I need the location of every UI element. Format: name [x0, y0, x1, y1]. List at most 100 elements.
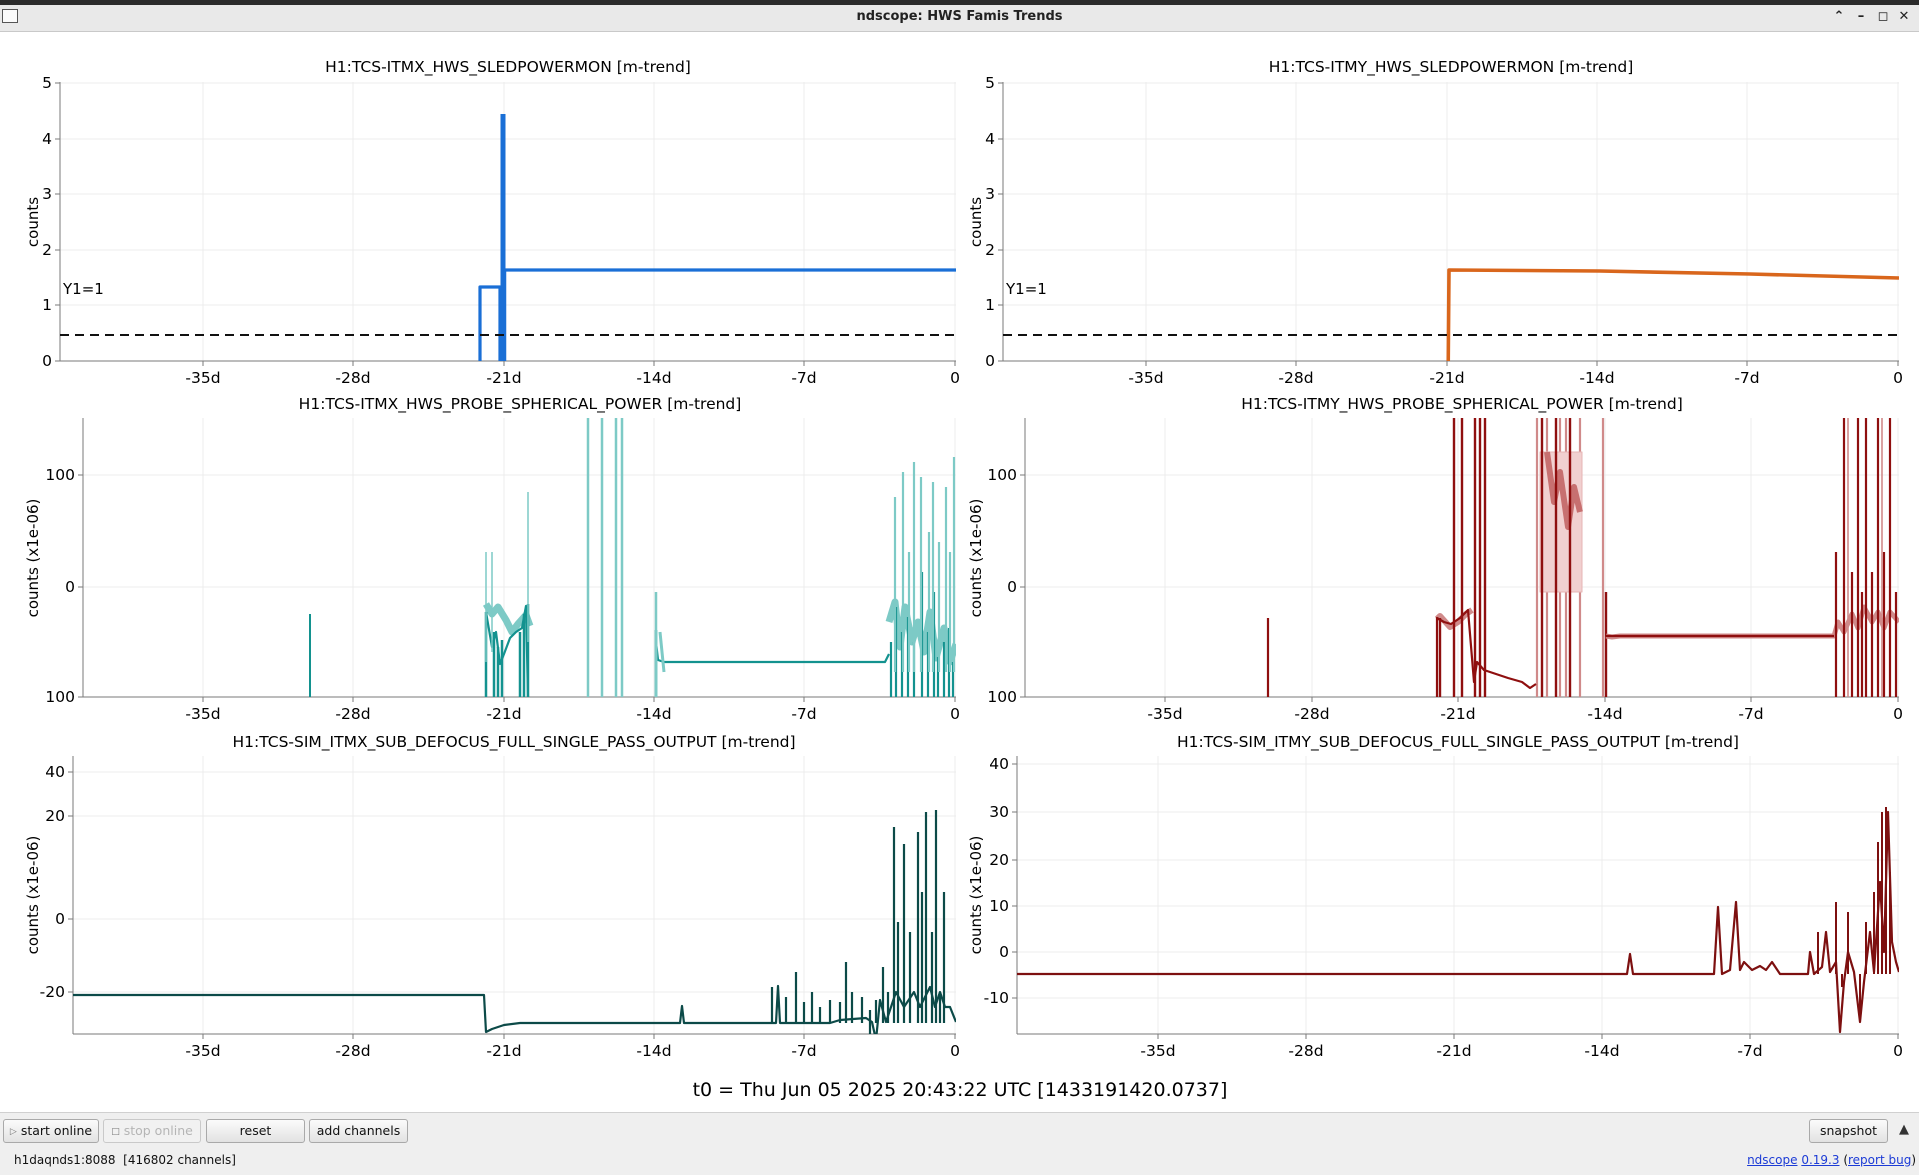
y-tick-label: 30 — [989, 803, 1009, 821]
trend-trace — [1847, 418, 1883, 697]
x-tick-label: -7d — [1737, 1042, 1762, 1060]
collapse-toolbar-icon[interactable]: ▲ — [1899, 1122, 1909, 1137]
trend-trace — [1605, 604, 1899, 640]
x-tick-label: -14d — [636, 369, 671, 387]
report-bug-link[interactable]: report bug — [1848, 1153, 1912, 1167]
y-tick-label: 40 — [989, 755, 1009, 773]
version-info: ndscope 0.19.3 (report bug) — [1747, 1153, 1916, 1167]
y-tick-label: 3 — [985, 185, 995, 203]
y-axis-label: counts (x1e-06) — [24, 499, 42, 618]
y-tick-label: 100 — [987, 466, 1017, 484]
x-tick-label: -21d — [1436, 1042, 1471, 1060]
y-tick-label: 2 — [985, 241, 995, 259]
add-channels-button[interactable]: add channels — [309, 1119, 408, 1143]
trend-trace — [73, 984, 956, 1034]
x-tick-label: -21d — [1429, 369, 1464, 387]
y-tick-label: 3 — [42, 185, 52, 203]
x-tick-label: -7d — [791, 369, 816, 387]
y-tick-label: 2 — [42, 241, 52, 259]
x-tick-label: -7d — [791, 705, 816, 723]
y-tick-label: 5 — [985, 74, 995, 92]
x-tick-label: -21d — [486, 1042, 521, 1060]
y-tick-label: 0 — [42, 352, 52, 370]
y-tick-label: 0 — [55, 910, 65, 928]
x-tick-label: -28d — [335, 705, 370, 723]
trend-trace — [1544, 451, 1583, 530]
x-tick-label: -14d — [1579, 369, 1614, 387]
trend-trace — [1834, 418, 1898, 697]
y-line-label: Y1=1 — [1005, 280, 1047, 298]
y-tick-label: 0 — [65, 578, 75, 596]
trend-trace — [770, 810, 946, 1034]
plot-itmx-sub-defocus[interactable]: H1:TCS-SIM_ITMX_SUB_DEFOCUS_FULL_SINGLE_… — [24, 733, 960, 1060]
t0-label: t0 = Thu Jun 05 2025 20:43:22 UTC [14331… — [693, 1079, 1228, 1101]
x-tick-label: -35d — [1140, 1042, 1175, 1060]
x-tick-label: -28d — [1294, 705, 1329, 723]
x-tick-label: -14d — [1584, 1042, 1619, 1060]
trend-trace — [485, 492, 529, 662]
snapshot-button[interactable]: snapshot — [1809, 1119, 1888, 1143]
x-tick-label: -35d — [1147, 705, 1182, 723]
close-window-button[interactable]: ✕ — [1898, 9, 1910, 24]
plot-title: H1:TCS-ITMY_HWS_SLEDPOWERMON [m-trend] — [1269, 58, 1634, 77]
plot-title: H1:TCS-ITMX_HWS_SLEDPOWERMON [m-trend] — [325, 58, 691, 77]
x-tick-label: -28d — [335, 369, 370, 387]
y-axis-label: counts (x1e-06) — [967, 836, 985, 955]
minimize-window-button[interactable]: – — [1857, 9, 1865, 24]
trend-trace — [654, 630, 666, 697]
y-tick-label: 20 — [989, 851, 1009, 869]
plot-grid[interactable]: H1:TCS-ITMX_HWS_SLEDPOWERMON [m-trend] c… — [0, 32, 1919, 1110]
window-titlebar[interactable]: ndscope: HWS Famis Trends ⌃ – ◻ ✕ — [0, 5, 1919, 32]
x-tick-label: 0 — [1893, 369, 1903, 387]
x-tick-label: -14d — [1587, 705, 1622, 723]
x-tick-label: -7d — [791, 1042, 816, 1060]
shade-window-button[interactable]: ⌃ — [1833, 9, 1845, 24]
x-tick-label: -35d — [185, 369, 220, 387]
bottom-toolbar: ▷ start online □ stop online reset add cha… — [0, 1112, 1919, 1175]
plot-title: H1:TCS-SIM_ITMY_SUB_DEFOCUS_FULL_SINGLE_… — [1177, 733, 1739, 752]
plot-itmy-probe-spherical-power[interactable]: H1:TCS-ITMY_HWS_PROBE_SPHERICAL_POWER [m… — [967, 395, 1903, 723]
x-tick-label: -21d — [1440, 705, 1475, 723]
reset-button[interactable]: reset — [206, 1119, 305, 1143]
y-tick-label: 100 — [987, 688, 1017, 706]
start-online-label: start online — [20, 1123, 93, 1138]
y-tick-label: 100 — [45, 688, 75, 706]
x-tick-label: -21d — [486, 705, 521, 723]
y-tick-label: 0 — [985, 352, 995, 370]
trend-trace — [1435, 608, 1537, 697]
plot-itmy-sledpowermon[interactable]: H1:TCS-ITMY_HWS_SLEDPOWERMON [m-trend] c… — [967, 58, 1903, 390]
plot-itmy-sub-defocus[interactable]: H1:TCS-SIM_ITMY_SUB_DEFOCUS_FULL_SINGLE_… — [967, 733, 1903, 1060]
y-tick-label: 4 — [42, 130, 52, 148]
trend-trace — [1817, 807, 1891, 1022]
trend-trace — [1438, 418, 1608, 697]
ndscope-link[interactable]: ndscope — [1747, 1153, 1798, 1167]
plot-itmx-sledpowermon[interactable]: H1:TCS-ITMX_HWS_SLEDPOWERMON [m-trend] c… — [24, 58, 960, 390]
y-tick-label: 0 — [999, 943, 1009, 961]
plot-itmx-probe-spherical-power[interactable]: H1:TCS-ITMX_HWS_PROBE_SPHERICAL_POWER [m… — [24, 395, 960, 723]
x-tick-label: -28d — [335, 1042, 370, 1060]
plot-title: H1:TCS-ITMY_HWS_PROBE_SPHERICAL_POWER [m… — [1241, 395, 1683, 414]
version-link[interactable]: 0.19.3 — [1801, 1153, 1840, 1167]
y-tick-label: -20 — [40, 983, 65, 1001]
y-tick-label: 10 — [989, 897, 1009, 915]
plot-title: H1:TCS-SIM_ITMX_SUB_DEFOCUS_FULL_SINGLE_… — [232, 733, 795, 752]
trend-trace — [586, 418, 658, 697]
maximize-window-button[interactable]: ◻ — [1877, 9, 1889, 24]
channel-count: [416802 channels] — [123, 1153, 236, 1167]
plot-title: H1:TCS-ITMX_HWS_PROBE_SPHERICAL_POWER [m… — [299, 395, 742, 414]
x-tick-label: -35d — [1128, 369, 1163, 387]
y-axis-label: counts (x1e-06) — [24, 836, 42, 955]
start-online-button[interactable]: ▷ start online — [3, 1119, 99, 1143]
x-tick-label: -28d — [1278, 369, 1313, 387]
x-tick-label: -7d — [1734, 369, 1759, 387]
app-menu-icon[interactable] — [2, 9, 18, 23]
x-tick-label: 0 — [1893, 1042, 1903, 1060]
x-tick-label: 0 — [950, 1042, 960, 1060]
nds-status: h1daqnds1:8088 [416802 channels] — [14, 1153, 236, 1167]
y-tick-label: 20 — [45, 807, 65, 825]
x-tick-label: -35d — [185, 1042, 220, 1060]
x-tick-label: -28d — [1288, 1042, 1323, 1060]
x-tick-label: 0 — [950, 369, 960, 387]
x-tick-label: -14d — [636, 705, 671, 723]
x-tick-label: 0 — [1893, 705, 1903, 723]
